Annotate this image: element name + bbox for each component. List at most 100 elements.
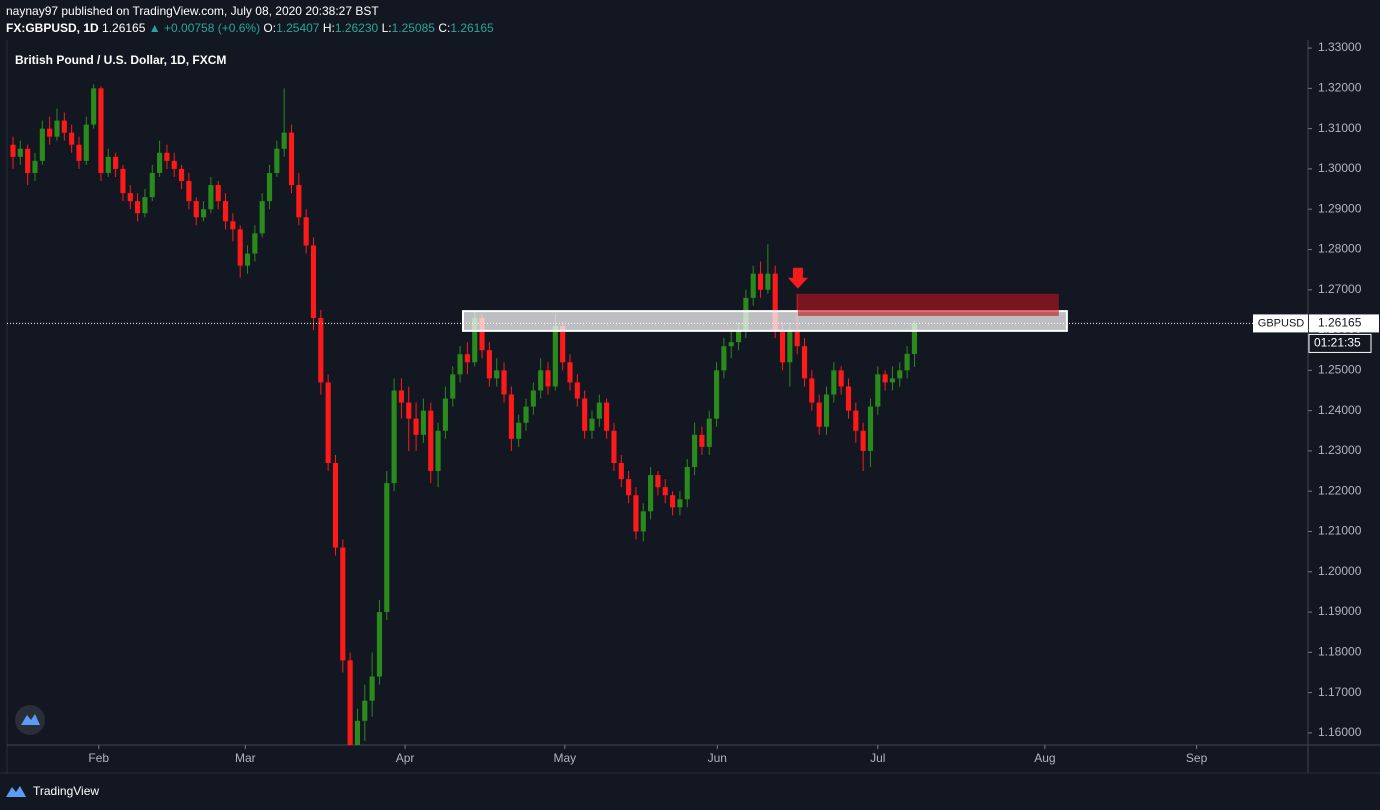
body xyxy=(332,463,339,548)
body xyxy=(157,152,163,173)
ohlc-value: 1.26165 xyxy=(450,21,494,35)
price-tag-label: 1.26165 xyxy=(1318,316,1362,330)
body xyxy=(179,168,185,181)
y-tick-label: 1.20000 xyxy=(1318,564,1362,578)
y-tick-label: 1.29000 xyxy=(1318,201,1362,215)
body xyxy=(589,418,595,431)
body xyxy=(193,201,199,218)
zone xyxy=(461,310,1068,332)
body xyxy=(303,217,309,246)
body xyxy=(655,475,661,488)
ohlc-value: 1.26230 xyxy=(335,21,379,35)
y-tick-label: 1.21000 xyxy=(1318,524,1362,538)
body xyxy=(113,156,119,169)
y-tick-label: 1.32000 xyxy=(1318,81,1362,95)
body xyxy=(618,463,624,480)
body xyxy=(325,382,331,463)
body xyxy=(545,370,551,387)
body xyxy=(164,152,170,161)
y-tick-label: 1.19000 xyxy=(1318,604,1362,618)
body xyxy=(582,398,588,431)
body xyxy=(171,160,177,169)
zone xyxy=(797,293,1059,316)
y-tick-label: 1.16000 xyxy=(1318,725,1362,739)
body xyxy=(516,422,522,439)
body xyxy=(288,132,295,186)
body xyxy=(530,390,536,407)
x-tick-label: Mar xyxy=(235,751,256,765)
body xyxy=(428,410,434,472)
body xyxy=(677,499,683,508)
body xyxy=(508,394,514,439)
body xyxy=(376,612,383,677)
body xyxy=(692,434,698,468)
body xyxy=(897,370,903,379)
y-tick-label: 1.28000 xyxy=(1318,242,1362,256)
body xyxy=(816,402,822,427)
body xyxy=(76,144,82,161)
ohlc-label: L: xyxy=(382,21,392,35)
up-glyph: ▲ xyxy=(149,21,161,35)
body xyxy=(889,378,896,383)
body xyxy=(296,185,302,218)
body xyxy=(684,467,690,500)
body xyxy=(626,479,632,496)
body xyxy=(801,346,808,379)
x-tick-label: Sep xyxy=(1186,751,1208,765)
body xyxy=(772,273,778,331)
publisher: naynay97 published on TradingView.com, J… xyxy=(6,4,379,18)
body xyxy=(809,378,815,403)
body xyxy=(259,201,265,234)
body xyxy=(244,253,251,266)
y-tick-label: 1.27000 xyxy=(1318,282,1362,296)
body xyxy=(435,430,441,472)
body xyxy=(560,326,566,363)
body xyxy=(47,128,53,137)
body xyxy=(853,410,859,431)
body xyxy=(911,323,918,354)
body xyxy=(347,660,353,745)
body xyxy=(215,185,221,202)
body xyxy=(252,233,258,254)
body xyxy=(54,120,60,137)
y-tick-label: 1.24000 xyxy=(1318,403,1362,417)
body xyxy=(875,374,881,407)
ohlc-value: 1.25407 xyxy=(276,21,320,35)
body xyxy=(662,487,668,496)
brand: TradingView xyxy=(33,784,99,798)
logo-button[interactable] xyxy=(15,705,45,735)
last: 1.26165 xyxy=(102,21,146,35)
body xyxy=(17,148,23,157)
y-tick-label: 1.31000 xyxy=(1318,121,1362,135)
body xyxy=(787,330,793,363)
body xyxy=(479,317,485,351)
body xyxy=(230,221,236,230)
symbol-tag xyxy=(1253,314,1308,333)
body xyxy=(860,430,866,451)
symbol-line: FX:GBPUSD, 1D 1.26165 ▲ +0.00758 (+0.6%)… xyxy=(6,21,494,35)
body xyxy=(904,353,910,371)
logo-icon[interactable] xyxy=(21,714,40,725)
body xyxy=(706,418,712,447)
body xyxy=(406,402,412,419)
body xyxy=(200,209,207,218)
body xyxy=(186,181,192,202)
body xyxy=(32,160,38,173)
body xyxy=(552,326,558,387)
body xyxy=(98,88,104,173)
body xyxy=(721,346,727,371)
body xyxy=(794,330,800,347)
body xyxy=(384,483,390,613)
body xyxy=(757,273,764,290)
body xyxy=(340,547,346,661)
chart-title: British Pound / U.S. Dollar, 1D, FXCM xyxy=(15,53,226,67)
body xyxy=(10,144,16,157)
body xyxy=(633,495,639,532)
body xyxy=(501,370,507,395)
x-tick-label: Apr xyxy=(396,751,415,765)
body xyxy=(135,201,141,214)
change: +0.00758 (+0.6%) xyxy=(164,21,260,35)
body xyxy=(457,354,463,375)
